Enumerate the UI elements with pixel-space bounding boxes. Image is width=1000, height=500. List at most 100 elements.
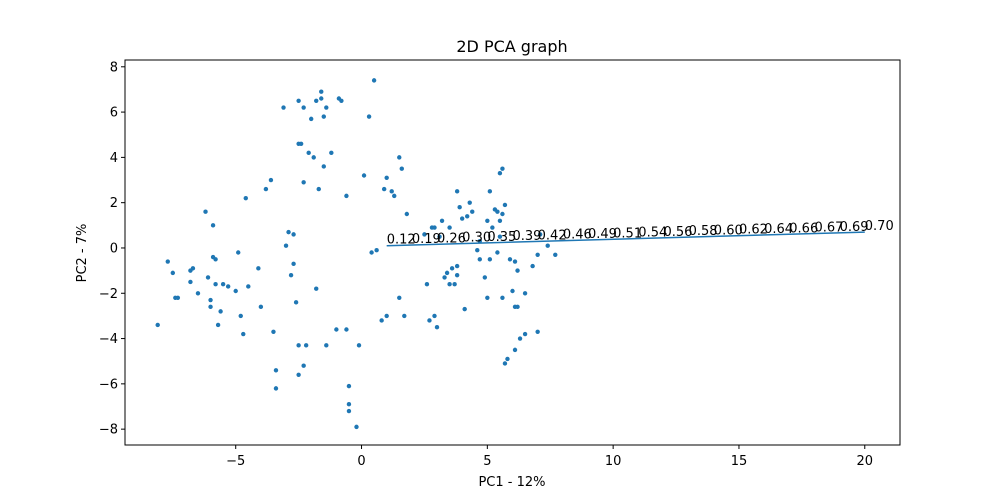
data-point [444, 270, 450, 276]
data-point [256, 266, 261, 271]
data-point [490, 225, 495, 230]
x-tick-label: 20 [856, 454, 873, 469]
data-point [344, 193, 349, 199]
trend-line-label: 0.56 [663, 225, 692, 240]
y-axis-label: PC2 - 7% [75, 224, 90, 283]
trend-line-label: 0.62 [739, 223, 768, 238]
data-point [500, 295, 505, 300]
trend-line-label: 0.12 [387, 233, 416, 248]
data-point [263, 186, 269, 192]
trend-line-labels: 0.120.190.260.300.350.390.420.460.490.51… [387, 219, 894, 248]
data-point [497, 234, 503, 239]
data-point [188, 279, 193, 285]
data-point [225, 284, 231, 289]
data-point [500, 211, 505, 217]
trend-line-path [386, 231, 865, 247]
data-point [208, 304, 213, 310]
data-point [442, 275, 447, 280]
data-point [449, 266, 455, 271]
data-point [424, 282, 430, 287]
data-point [553, 252, 558, 257]
data-point [454, 272, 460, 278]
y-tick-label: 8 [110, 60, 118, 75]
data-point [515, 304, 520, 310]
data-point [190, 266, 196, 271]
data-point [530, 263, 535, 269]
data-point [512, 259, 518, 264]
data-point [512, 347, 518, 353]
trend-line-label: 0.69 [840, 220, 869, 235]
y-tick-label: −6 [99, 377, 118, 392]
data-point [210, 223, 216, 228]
data-point [314, 98, 319, 103]
y-tick-label: 4 [110, 151, 118, 166]
data-point [303, 343, 309, 348]
data-point [298, 141, 304, 146]
data-point [517, 336, 523, 341]
data-point [203, 209, 208, 214]
data-point [381, 186, 387, 192]
x-tick-label: 10 [605, 454, 622, 469]
data-point [155, 322, 160, 328]
data-point [470, 209, 475, 214]
trend-line-label: 0.39 [513, 229, 542, 244]
data-point [422, 232, 427, 237]
data-point [220, 282, 226, 287]
x-axis-ticks: −5 0 5 10 15 20 [226, 445, 873, 469]
data-point [215, 322, 221, 328]
data-point [306, 150, 311, 156]
data-point [296, 372, 301, 377]
data-point [346, 408, 352, 414]
trend-line-label: 0.60 [714, 223, 743, 238]
trend-line-label: 0.30 [462, 231, 491, 246]
data-point [243, 195, 248, 201]
data-point [462, 306, 467, 312]
data-point [258, 304, 264, 310]
data-point [465, 214, 470, 219]
data-point [402, 313, 407, 319]
data-point [500, 166, 505, 171]
data-point [218, 309, 223, 314]
data-point [432, 313, 437, 319]
data-point [545, 243, 550, 248]
data-point [236, 250, 241, 255]
y-tick-label: −4 [99, 332, 118, 347]
data-point [457, 205, 462, 210]
x-tick-label: 0 [357, 454, 365, 469]
data-point [213, 282, 218, 287]
data-point [497, 171, 503, 176]
data-point [296, 343, 301, 348]
data-point [522, 331, 528, 337]
data-point [283, 243, 289, 248]
data-point [319, 89, 324, 94]
scatter-points [155, 78, 558, 430]
data-point [467, 200, 472, 205]
x-axis-label: PC1 - 12% [478, 475, 545, 490]
data-point [324, 343, 329, 348]
data-point [495, 209, 500, 214]
data-point [175, 295, 181, 300]
data-point [311, 155, 316, 160]
data-point [447, 282, 452, 287]
y-tick-label: 0 [110, 241, 118, 256]
data-point [309, 116, 314, 122]
y-tick-label: 6 [110, 106, 118, 121]
data-point [291, 261, 296, 267]
data-point [241, 331, 246, 337]
trend-line-label: 0.26 [437, 231, 466, 246]
data-point [485, 218, 490, 223]
data-point [397, 155, 402, 160]
data-point [389, 189, 394, 194]
trend-line-label: 0.19 [412, 232, 441, 247]
data-point [522, 291, 528, 296]
data-point [485, 295, 490, 300]
data-point [273, 368, 279, 373]
data-point [354, 424, 359, 430]
data-point [321, 114, 326, 119]
trend-line-label: 0.67 [814, 221, 843, 236]
data-point [319, 96, 324, 101]
data-point [316, 186, 321, 192]
data-point [165, 259, 170, 264]
data-point [246, 284, 251, 289]
data-point [366, 114, 372, 119]
